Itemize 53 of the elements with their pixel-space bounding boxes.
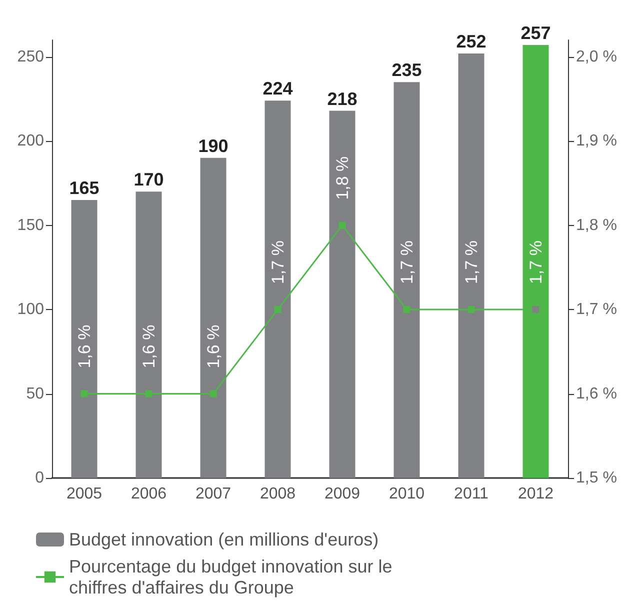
y2-tick-label: 1,6 % <box>576 385 617 402</box>
x-tick-label: 2009 <box>324 486 360 502</box>
y-tick-label: 150 <box>17 216 44 234</box>
data-label: 1,8 % <box>332 156 352 200</box>
x-tick-label: 2008 <box>260 486 296 502</box>
y-tick-label: 100 <box>17 301 44 318</box>
x-tick-label: 2005 <box>66 486 102 502</box>
data-label: 190 <box>198 136 228 156</box>
point <box>145 390 152 398</box>
data-label: 235 <box>392 60 422 80</box>
data-label: 1,7 % <box>268 240 288 284</box>
data-label: 218 <box>327 88 358 109</box>
point <box>403 306 410 314</box>
legend-label: Pourcentage du budget innovation sur le chiffres d'affaires du Groupe <box>69 556 398 598</box>
data-label: 1,6 % <box>204 324 223 368</box>
data-label: 1,6 % <box>74 324 94 368</box>
bar <box>136 192 162 478</box>
y2-tick-label: 1,8 % <box>576 216 617 234</box>
point <box>80 390 88 398</box>
bar <box>329 110 356 478</box>
x-tick-label: 2012 <box>518 486 554 502</box>
point <box>532 306 540 314</box>
x-tick-label: 2006 <box>130 486 167 502</box>
y-tick-label: 50 <box>26 385 44 402</box>
data-label: 1,7 % <box>526 240 546 284</box>
data-label: 165 <box>69 178 100 198</box>
x-tick-label: 2010 <box>388 486 425 502</box>
y-tick-label: 0 <box>35 470 44 486</box>
y2-tick-label: 1,7 % <box>576 301 617 318</box>
bar <box>264 100 291 478</box>
legend-label: Budget innovation (en millions d'euros) <box>69 530 379 550</box>
data-label: 224 <box>262 78 293 99</box>
x-tick-label: 2007 <box>195 486 232 502</box>
y-tick-label: 250 <box>17 48 44 66</box>
data-label: 170 <box>134 170 164 190</box>
bar <box>71 200 98 478</box>
point <box>210 390 217 398</box>
data-label: 257 <box>520 23 551 44</box>
point <box>274 306 282 314</box>
y2-tick-label: 2,0 % <box>576 48 617 66</box>
data-label: 1,7 % <box>397 240 416 284</box>
data-label: 252 <box>456 31 486 52</box>
y-tick-label: 200 <box>17 132 44 150</box>
data-label: 1,6 % <box>139 324 158 368</box>
point <box>338 222 346 229</box>
y2-tick-label: 1,5 % <box>576 470 617 486</box>
x-tick-label: 2011 <box>454 486 489 502</box>
point <box>468 306 475 314</box>
data-label: 1,7 % <box>462 240 481 284</box>
bar <box>458 53 484 478</box>
bar <box>394 82 420 478</box>
y2-tick-label: 1,9 % <box>576 132 617 150</box>
bar <box>200 158 226 478</box>
